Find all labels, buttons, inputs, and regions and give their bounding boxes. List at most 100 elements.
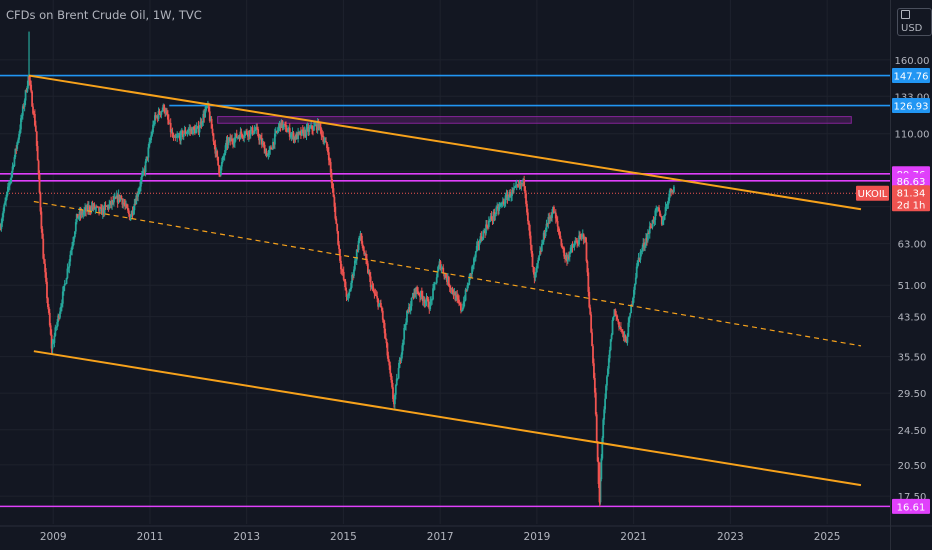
candle-body (412, 296, 415, 298)
candle-body (207, 103, 210, 112)
channel-midline (33, 200, 862, 347)
candle-body (649, 226, 652, 228)
candle-body (175, 137, 178, 139)
candle-body (421, 295, 424, 302)
candle-body (577, 243, 580, 245)
candle-body (372, 287, 375, 292)
candle-body (573, 243, 576, 247)
candle-body (553, 212, 556, 214)
currency-selector[interactable]: USD (897, 8, 932, 36)
candle-body (594, 392, 597, 415)
candle-body (53, 335, 56, 343)
candle-body (632, 297, 634, 305)
candle-body (624, 335, 627, 341)
candle-body (171, 131, 174, 137)
candle-body (96, 206, 99, 208)
candle-body (197, 126, 200, 133)
candle-body (550, 217, 553, 219)
candle-body (142, 170, 145, 172)
candle-body (193, 127, 195, 129)
candle-body (241, 134, 244, 137)
x-tick-label: 2017 (427, 531, 454, 543)
candle-body (246, 134, 249, 137)
level-price-tag-bg (892, 98, 930, 114)
candle-body (330, 172, 333, 184)
candle-body (391, 379, 393, 388)
candle-body (321, 135, 324, 137)
candle-body (86, 205, 88, 212)
candle-body (273, 133, 276, 145)
candle-body (374, 293, 377, 295)
candle-body (140, 179, 142, 187)
candle-body (525, 193, 527, 204)
candle-body (10, 172, 13, 179)
candle-body (366, 258, 368, 264)
candle-body (464, 289, 467, 301)
candle-body (477, 242, 480, 245)
candle-body (233, 137, 236, 143)
candle-body (176, 136, 179, 138)
candle-body (144, 161, 147, 172)
candle-body (2, 211, 5, 218)
candle-body (130, 211, 133, 217)
candle-body (660, 216, 663, 225)
candle-body (221, 156, 224, 163)
candle-body (338, 244, 340, 250)
candle-body (556, 221, 559, 227)
candle-body (195, 127, 198, 130)
candle-body (382, 319, 385, 323)
candle-body (266, 155, 269, 157)
candle-body (356, 249, 359, 251)
candle-body (623, 335, 626, 338)
candle-body (73, 231, 76, 238)
candle-body (388, 361, 391, 366)
x-tick-label: 2015 (330, 531, 357, 543)
candle-body (428, 307, 431, 310)
level-price-tag: 16.61 (897, 502, 926, 513)
candle-body (8, 182, 11, 186)
candle-body (647, 232, 650, 234)
candle-body (109, 201, 112, 205)
candle-body (526, 212, 529, 222)
candle-body (427, 299, 430, 308)
candle-body (16, 142, 19, 149)
candle-body (353, 269, 355, 276)
candle-body (507, 196, 510, 200)
candle-body (153, 123, 155, 125)
candle-body (563, 248, 566, 257)
candle-body (583, 237, 586, 240)
candle-body (548, 217, 551, 220)
candle-body (358, 235, 361, 241)
candle-body (643, 242, 646, 247)
candle-body (332, 188, 335, 197)
candle-body (488, 219, 491, 221)
candle-body (32, 106, 34, 114)
candle-body (659, 215, 662, 217)
candle-body (413, 288, 416, 297)
candle-body (401, 345, 404, 355)
trendline-channel (28, 74, 862, 487)
candle-body (193, 128, 196, 134)
candle-body (227, 140, 230, 145)
candle-body (262, 143, 265, 145)
candle-body (77, 216, 80, 219)
candle-body (673, 186, 675, 192)
candle-body (505, 194, 508, 196)
candle-body (215, 151, 218, 154)
candle-body (254, 130, 257, 131)
candle-body (544, 231, 547, 237)
candle-body (557, 226, 560, 232)
candle-body (223, 153, 226, 156)
candle-body (638, 257, 641, 260)
candle-body (672, 190, 674, 192)
candle-body (312, 129, 314, 131)
candle-body (298, 131, 300, 133)
candle-body (259, 137, 261, 141)
candle-body (371, 286, 374, 288)
candle-body (122, 202, 125, 205)
candle-body (131, 211, 134, 214)
candle-body (119, 195, 122, 200)
candle-body (168, 122, 171, 124)
candle-body (474, 251, 477, 258)
